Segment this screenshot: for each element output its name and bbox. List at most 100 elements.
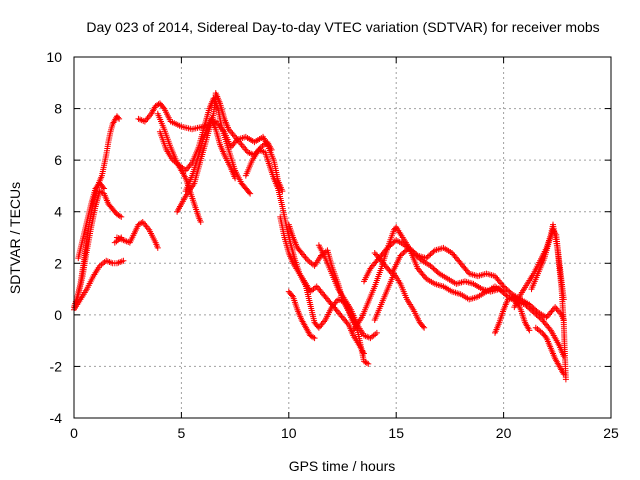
data-point	[424, 253, 431, 260]
data-points	[71, 90, 569, 383]
data-point	[311, 335, 318, 342]
x-tick-label: 5	[178, 425, 186, 441]
data-point	[503, 292, 510, 299]
series-arc22	[511, 221, 569, 383]
series-arc16	[315, 242, 380, 342]
data-point	[433, 268, 440, 275]
x-tick-label: 15	[388, 425, 404, 441]
data-point	[537, 315, 544, 322]
data-point	[526, 305, 533, 312]
data-point	[429, 249, 435, 256]
x-tick-label: 20	[496, 425, 512, 441]
series-arc5	[113, 219, 161, 251]
series-arc13	[277, 213, 372, 367]
series-arc20	[371, 270, 428, 331]
data-point	[373, 329, 380, 336]
data-point	[434, 269, 441, 276]
series-arc24	[532, 324, 567, 378]
data-point	[401, 242, 408, 249]
data-point	[534, 313, 541, 320]
data-point	[247, 190, 254, 197]
x-tick-label: 0	[70, 425, 78, 441]
series-arc21	[492, 293, 533, 336]
data-point	[416, 255, 423, 262]
data-point	[530, 309, 537, 316]
y-tick-label: 8	[54, 101, 62, 117]
plot-frame	[73, 56, 612, 419]
data-point	[246, 189, 253, 196]
data-point	[533, 311, 540, 318]
series-arc9	[156, 95, 254, 197]
data-point	[536, 314, 543, 321]
data-point	[279, 188, 286, 195]
data-point	[430, 265, 437, 272]
data-point	[420, 323, 427, 330]
data-point	[523, 302, 530, 309]
data-point	[423, 255, 430, 262]
series-arc23	[528, 226, 567, 303]
data-point	[197, 219, 204, 226]
data-point	[502, 284, 509, 291]
data-point	[160, 104, 167, 111]
data-point	[502, 291, 509, 298]
data-point	[401, 248, 408, 255]
data-point	[154, 244, 161, 251]
data-point	[503, 286, 510, 293]
data-point	[500, 283, 507, 290]
data-point	[99, 184, 106, 191]
data-point	[350, 319, 357, 326]
data-point	[431, 266, 438, 273]
data-point	[430, 248, 437, 255]
data-point	[120, 257, 127, 264]
data-point	[507, 289, 514, 296]
series-arc4	[75, 180, 108, 262]
y-axis-label: SDTVAR / TECUs	[7, 182, 23, 294]
data-point	[421, 324, 428, 331]
data-point	[403, 247, 410, 254]
y-tick-label: -2	[50, 358, 63, 374]
y-tick-label: 2	[54, 255, 62, 271]
data-point	[417, 256, 424, 263]
data-point	[384, 244, 391, 251]
data-point	[542, 333, 549, 340]
data-point	[560, 371, 567, 378]
data-point	[118, 213, 125, 220]
data-point	[506, 288, 513, 295]
x-tick-label: 25	[603, 425, 619, 441]
data-point	[422, 274, 429, 281]
data-point	[527, 306, 534, 313]
data-point	[386, 243, 393, 250]
data-point	[232, 175, 239, 182]
data-point	[390, 239, 397, 246]
data-point	[268, 146, 275, 153]
data-point	[310, 334, 317, 341]
data-point	[529, 307, 536, 314]
data-point	[118, 234, 125, 241]
series-arc6	[111, 234, 125, 246]
data-point	[388, 240, 395, 247]
data-point	[115, 114, 122, 121]
y-tick-label: 0	[54, 307, 62, 323]
y-tick-label: 10	[46, 49, 62, 65]
y-tick-label: 6	[54, 152, 62, 168]
data-point	[400, 249, 407, 256]
data-point	[562, 376, 569, 383]
data-point	[138, 219, 145, 226]
data-point	[426, 252, 433, 259]
y-tick-label: -4	[50, 410, 63, 426]
data-point	[398, 251, 405, 258]
data-point	[101, 185, 108, 192]
x-tick-label: 10	[281, 425, 297, 441]
data-point	[387, 242, 394, 249]
data-point	[427, 251, 434, 258]
data-point	[560, 296, 567, 303]
data-point	[429, 264, 435, 271]
data-point	[499, 282, 506, 289]
x-tick-labels: 0 5 10 15 20 25	[70, 425, 619, 441]
data-point	[522, 301, 529, 308]
series-arc15	[285, 288, 318, 342]
data-point	[289, 292, 296, 299]
data-point	[363, 359, 370, 366]
data-point	[383, 246, 390, 253]
